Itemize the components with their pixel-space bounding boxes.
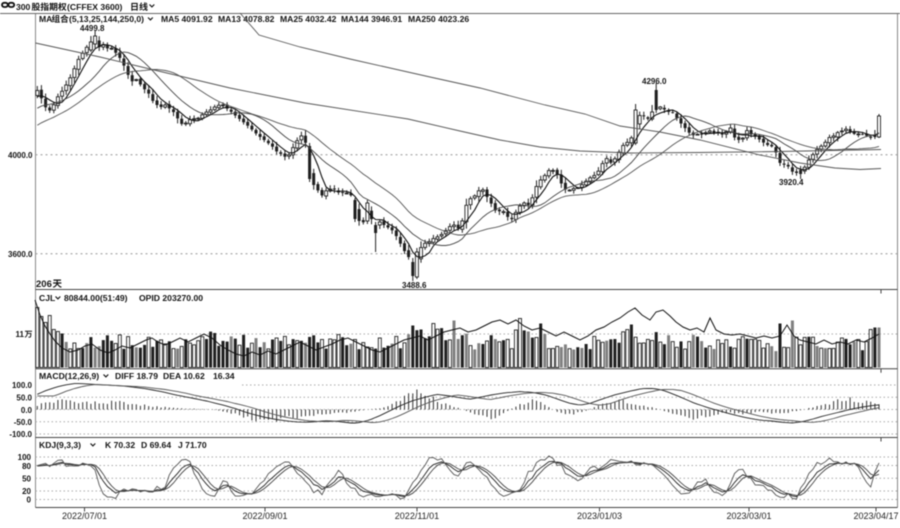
svg-text:4499.8: 4499.8 bbox=[80, 24, 105, 33]
svg-text:16.34: 16.34 bbox=[213, 371, 235, 381]
svg-text:MA: MA bbox=[39, 14, 52, 24]
svg-text:MACD(12,26,9): MACD(12,26,9) bbox=[39, 371, 99, 381]
svg-text:300: 300 bbox=[16, 2, 31, 12]
svg-text:0.0: 0.0 bbox=[21, 406, 33, 415]
svg-text:CJL: CJL bbox=[39, 293, 55, 303]
svg-text:20: 20 bbox=[22, 487, 31, 496]
svg-text:-50.0: -50.0 bbox=[14, 418, 33, 427]
svg-text:80: 80 bbox=[22, 462, 31, 471]
svg-text:2023/03/01: 2023/03/01 bbox=[726, 511, 771, 521]
svg-text:DEA 10.62: DEA 10.62 bbox=[163, 371, 205, 381]
svg-text:DIFF 18.79: DIFF 18.79 bbox=[115, 371, 158, 381]
svg-text:4296.0: 4296.0 bbox=[642, 77, 667, 86]
svg-text:3920.4: 3920.4 bbox=[779, 178, 804, 187]
svg-text:2022/09/01: 2022/09/01 bbox=[242, 511, 287, 521]
svg-text:4000.0: 4000.0 bbox=[8, 151, 33, 160]
svg-text:3488.6: 3488.6 bbox=[402, 281, 427, 290]
svg-text:2022/07/01: 2022/07/01 bbox=[62, 511, 107, 521]
svg-text:50.0: 50.0 bbox=[16, 394, 32, 403]
svg-text:D 69.64: D 69.64 bbox=[141, 440, 171, 450]
svg-text:MA25 4032.42: MA25 4032.42 bbox=[280, 14, 337, 24]
svg-text:MA13 4078.82: MA13 4078.82 bbox=[218, 14, 275, 24]
svg-text:(5,13,25,144,250,0): (5,13,25,144,250,0) bbox=[69, 14, 144, 24]
svg-text:100.0: 100.0 bbox=[12, 381, 33, 390]
svg-text:80844.00(51:49): 80844.00(51:49) bbox=[64, 293, 128, 303]
svg-text:2023/04/17: 2023/04/17 bbox=[853, 511, 898, 521]
svg-text:0: 0 bbox=[27, 496, 32, 505]
svg-text:(CFFEX 3600): (CFFEX 3600) bbox=[67, 2, 123, 12]
svg-text:K 70.32: K 70.32 bbox=[105, 440, 135, 450]
svg-text:MA250 4023.26: MA250 4023.26 bbox=[408, 14, 469, 24]
svg-text:2023/01/03: 2023/01/03 bbox=[577, 511, 622, 521]
svg-text:11: 11 bbox=[16, 330, 25, 339]
svg-text:KDJ(9,3,3): KDJ(9,3,3) bbox=[39, 440, 81, 450]
svg-text:-100.0: -100.0 bbox=[9, 430, 32, 439]
svg-text:MA5 4091.92: MA5 4091.92 bbox=[161, 14, 213, 24]
svg-text:100: 100 bbox=[18, 453, 32, 462]
svg-text:2022/11/01: 2022/11/01 bbox=[395, 511, 439, 521]
svg-text:OPID 203270.00: OPID 203270.00 bbox=[139, 293, 203, 303]
svg-text:206: 206 bbox=[36, 279, 52, 290]
svg-text:50: 50 bbox=[22, 475, 31, 484]
svg-text:J 71.70: J 71.70 bbox=[178, 440, 207, 450]
svg-text:3600.0: 3600.0 bbox=[8, 250, 33, 259]
svg-text:MA144 3946.91: MA144 3946.91 bbox=[341, 14, 402, 24]
